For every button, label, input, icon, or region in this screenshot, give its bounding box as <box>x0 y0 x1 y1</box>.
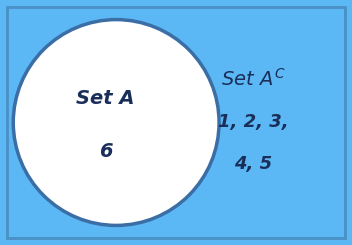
Ellipse shape <box>13 20 219 225</box>
Text: 6: 6 <box>99 142 112 161</box>
Text: Set A: Set A <box>76 88 135 108</box>
Text: 1, 2, 3,: 1, 2, 3, <box>218 113 289 132</box>
Text: 4, 5: 4, 5 <box>234 155 272 173</box>
Text: $\mathit{Set\ A}^C$: $\mathit{Set\ A}^C$ <box>221 67 286 89</box>
